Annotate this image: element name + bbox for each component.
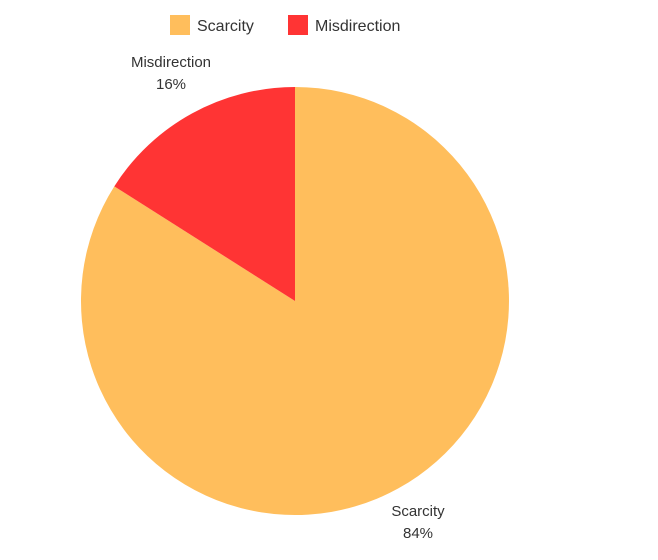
slice-label-misdirection: Misdirection	[131, 54, 211, 71]
legend: Scarcity Misdirection	[170, 15, 400, 35]
slice-percent-misdirection: 16%	[156, 76, 186, 93]
pie-slices	[80, 87, 509, 516]
legend-label-scarcity[interactable]: Scarcity	[197, 18, 254, 35]
pie-slice-misdirection[interactable]	[114, 87, 295, 301]
legend-swatch-misdirection[interactable]	[288, 15, 308, 35]
pie-slice-scarcity[interactable]	[80, 87, 509, 516]
legend-swatch-scarcity[interactable]	[170, 15, 190, 35]
legend-label-misdirection[interactable]: Misdirection	[315, 18, 400, 35]
slice-percent-scarcity: 84%	[403, 525, 433, 542]
slice-labels: Scarcity 84% Misdirection 16%	[131, 54, 445, 542]
slice-label-scarcity: Scarcity	[391, 503, 445, 520]
